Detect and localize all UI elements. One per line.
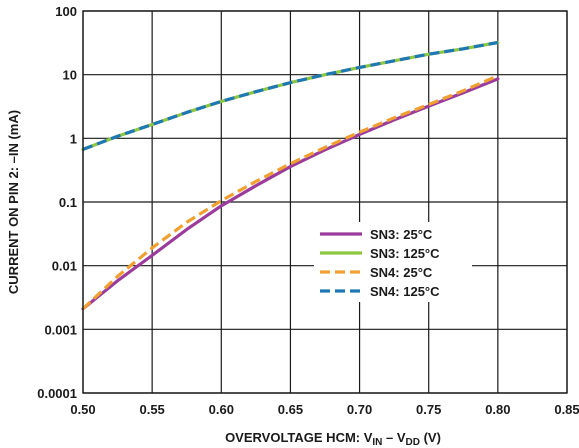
legend-label: SN3: 125°C [370,246,440,261]
x-axis-label-part: – V [382,430,405,445]
x-tick-label: 0.70 [347,402,372,417]
x-tick-label: 0.60 [209,402,234,417]
y-tick-labels: 100 10 1 0.1 0.01 0.001 0.0001 [37,4,77,401]
x-tick-label: 0.85 [554,402,579,417]
y-tick-label: 0.1 [59,195,77,210]
x-axis-label-subscript: IN [372,437,382,448]
x-axis-label: OVERVOLTAGE HCM: VIN – VDD (V) [225,430,441,448]
x-tick-label: 0.75 [416,402,441,417]
y-tick-label: 10 [63,68,77,83]
y-tick-label: 0.0001 [37,386,77,401]
x-tick-label: 0.55 [139,402,164,417]
series-lines [81,40,500,311]
legend: SN3: 25°C SN3: 125°C SN4: 25°C SN4: 125°C [314,222,472,302]
series-line-3 [81,74,499,310]
y-tick-label: 1 [70,131,77,146]
x-axis-label-subscript: DD [406,437,420,448]
y-tick-label: 0.01 [52,259,77,274]
legend-label: SN3: 25°C [370,227,433,242]
y-tick-label: 0.001 [44,322,77,337]
series-line-1 [81,77,500,311]
x-tick-label: 0.80 [485,402,510,417]
x-tick-label: 0.50 [70,402,95,417]
legend-label: SN4: 25°C [370,265,433,280]
y-axis-label: CURRENT ON PIN 2: –IN (mA) [6,110,21,294]
x-tick-labels: 0.50 0.55 0.60 0.65 0.70 0.75 0.80 0.85 [70,402,579,417]
grid [82,10,568,394]
x-tick-label: 0.65 [278,402,303,417]
y-tick-label: 100 [55,4,77,19]
plot-frame [82,10,568,394]
series-line-4 [82,40,499,151]
x-axis-label-part: OVERVOLTAGE HCM: V [225,430,373,445]
x-axis-label-part: (V) [420,430,441,445]
legend-label: SN4: 125°C [370,284,440,299]
